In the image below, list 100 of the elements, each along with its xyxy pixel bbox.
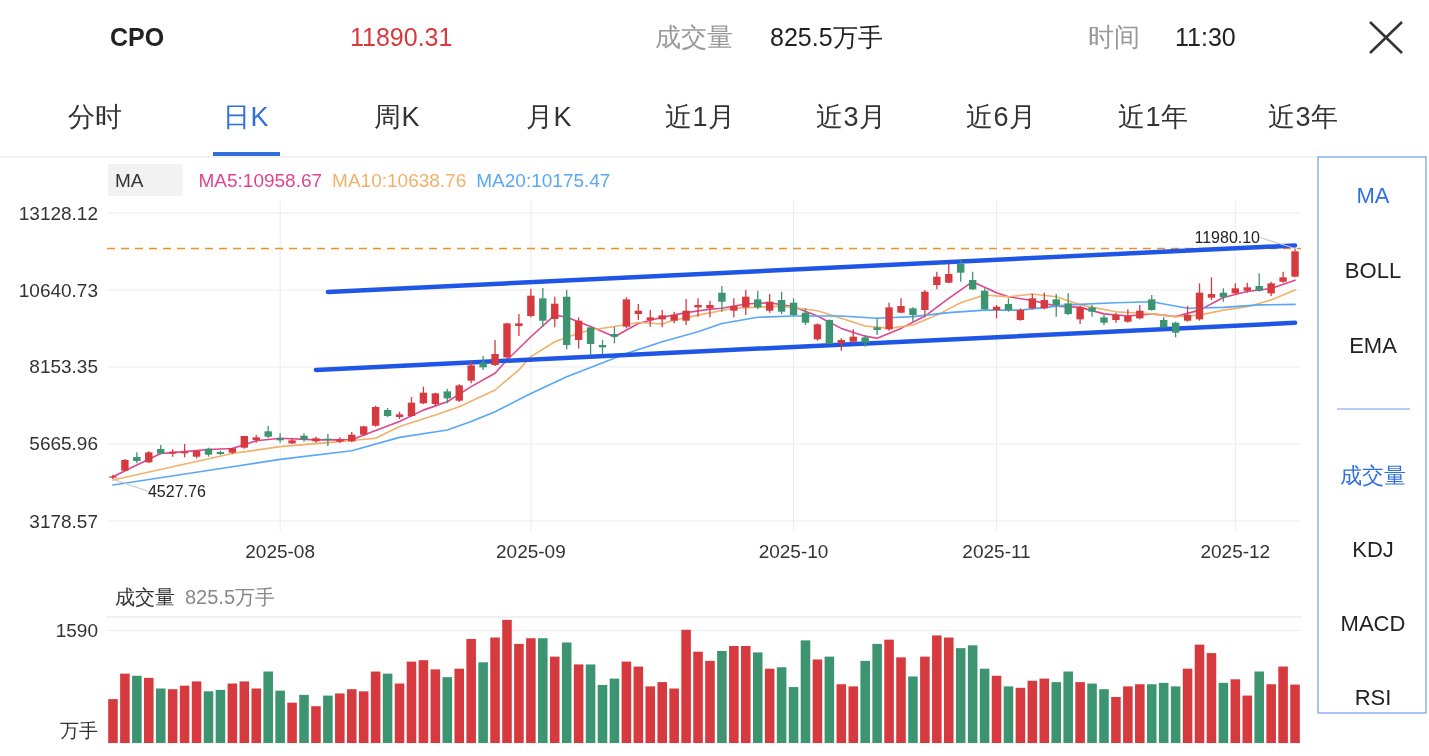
chart-subtitle: 825.5万手 — [185, 586, 276, 608]
bar — [752, 652, 763, 743]
bar — [800, 640, 811, 743]
chart-title: 成交量 — [115, 586, 175, 608]
chart-title: CPO — [110, 23, 165, 51]
bar — [454, 668, 465, 743]
bar — [932, 635, 942, 743]
bar — [108, 699, 118, 743]
bar — [967, 645, 978, 743]
bar — [335, 693, 345, 743]
bar — [991, 675, 1002, 743]
bar — [1230, 679, 1241, 743]
bar — [1242, 695, 1253, 743]
x-tick-label: 2025-09 — [496, 540, 566, 562]
bar — [1111, 696, 1121, 743]
text: 825.5万手 — [770, 23, 883, 51]
bar — [1003, 686, 1014, 743]
bar — [860, 660, 870, 743]
bar — [1039, 678, 1050, 743]
bar — [1146, 684, 1157, 743]
bar — [1218, 682, 1229, 743]
bar — [776, 667, 787, 743]
bar — [430, 669, 441, 743]
text: 近1年 — [1118, 102, 1188, 132]
bar — [1194, 644, 1205, 743]
bar — [263, 671, 273, 743]
bar — [251, 688, 262, 743]
bar — [370, 671, 381, 743]
bar — [227, 683, 238, 743]
text: 周K — [374, 102, 420, 132]
bar — [633, 666, 644, 743]
bar — [705, 660, 715, 743]
bar — [155, 688, 166, 743]
bar — [693, 651, 703, 743]
bar — [681, 629, 691, 743]
text: 日K — [223, 102, 269, 132]
text: MA20:10175.47 — [476, 169, 611, 191]
bar — [442, 677, 453, 743]
bar — [466, 638, 476, 743]
bar — [538, 638, 548, 743]
text: 近3年 — [1268, 102, 1338, 132]
text: MA10:10638.76 — [332, 169, 467, 191]
bar — [585, 664, 596, 743]
bar — [884, 639, 894, 743]
bar — [1290, 684, 1300, 743]
text: 时间 — [1088, 22, 1140, 52]
y-tick-label: 1590 — [55, 619, 98, 641]
bar — [1123, 686, 1133, 743]
y-axis-title: 万手 — [60, 719, 98, 741]
text: MACD — [1340, 610, 1406, 636]
bar — [1278, 666, 1288, 743]
bar — [741, 646, 751, 743]
bar — [729, 646, 739, 743]
x-tick-label: 2025-10 — [758, 540, 829, 562]
bar — [502, 619, 512, 743]
bar — [609, 678, 620, 743]
bar — [955, 648, 966, 743]
bar — [848, 686, 859, 743]
bar — [514, 643, 524, 743]
bar — [836, 684, 847, 743]
text: 11890.31 — [350, 23, 453, 51]
text: KDJ — [1352, 536, 1394, 562]
y-tick-label: 3178.57 — [29, 510, 98, 532]
x-tick-label: 2025-12 — [1200, 540, 1271, 562]
bar — [490, 637, 500, 743]
bar — [394, 683, 405, 743]
bar — [1182, 668, 1193, 743]
bar — [1099, 689, 1109, 743]
bar — [1206, 653, 1217, 743]
bar — [645, 686, 656, 743]
bar — [764, 668, 775, 743]
bar — [120, 673, 130, 743]
bar — [299, 694, 309, 743]
bar — [191, 681, 202, 743]
bar — [621, 661, 632, 743]
bar — [1015, 687, 1026, 743]
bar — [1063, 671, 1073, 743]
text: BOLL — [1344, 257, 1402, 283]
bar — [979, 668, 990, 743]
bar — [669, 688, 679, 743]
bar — [943, 637, 954, 743]
bar — [896, 657, 906, 743]
y-tick-label: 10640.73 — [18, 279, 98, 301]
bar — [239, 681, 250, 743]
bar — [203, 691, 214, 743]
bar — [1254, 671, 1264, 743]
bar — [657, 682, 667, 743]
bar — [920, 656, 930, 743]
bar — [311, 706, 321, 743]
bar — [597, 684, 608, 743]
y-tick-label: 5665.96 — [29, 433, 98, 455]
bar — [1266, 684, 1276, 743]
bar — [1135, 684, 1145, 743]
text: 近6月 — [966, 102, 1036, 132]
bar — [1087, 683, 1097, 743]
bar — [358, 691, 369, 743]
bar — [526, 638, 536, 743]
x-tick-label: 2025-11 — [962, 540, 1031, 562]
text: 近3月 — [816, 102, 886, 132]
text: 月K — [526, 102, 572, 132]
